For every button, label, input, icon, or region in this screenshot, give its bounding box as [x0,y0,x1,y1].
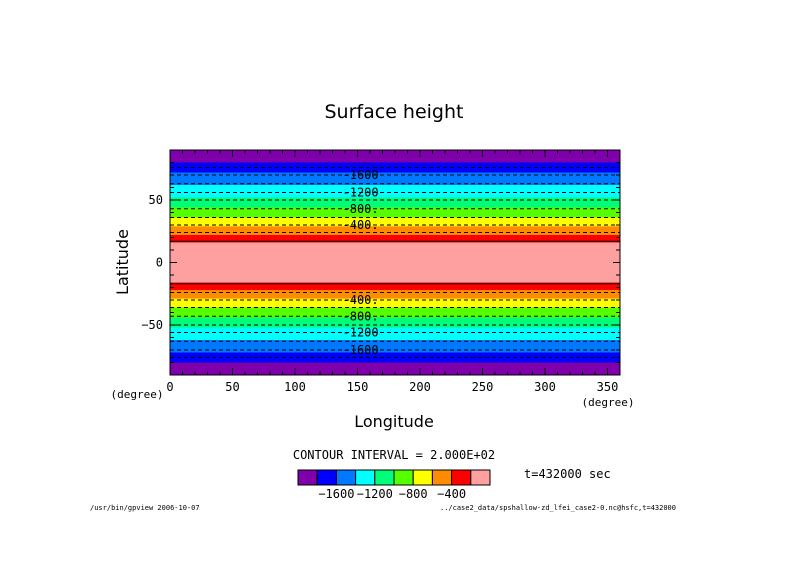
legend-swatch-2 [335,469,357,486]
x-tick-label: 50 [225,380,239,394]
contour-interval-text: CONTOUR INTERVAL = 2.000E+02 [293,448,495,462]
color-band-8 [170,235,620,243]
contour-lines [170,167,620,358]
contour-label-3: -400. [343,218,379,232]
contour-label-7: -1600 [343,343,379,357]
contour-label-4: -400. [343,293,379,307]
y-axis-label: Latitude [113,229,132,295]
legend-swatch-9 [470,469,491,486]
y-axis-unit: (degree) [111,388,164,401]
y-tick-label: 0 [156,256,163,270]
x-axis: 0 50 100 150 200 250 300 350 [166,150,621,394]
legend-swatch-1 [316,469,337,486]
contour-label-6: -1200 [343,326,379,340]
footer-left: /usr/bin/gpview 2006-10-07 [90,504,200,512]
color-band-4 [170,197,620,208]
legend-swatch-7 [431,469,453,486]
x-axis-label: Longitude [354,412,434,431]
x-tick-label: 300 [534,380,556,394]
contour-labels: -1600 -1200 -800. -400. -400. -800. -1200 -1600 [343,168,379,357]
y-tick-label: 50 [149,193,163,207]
color-band-16 [170,340,620,353]
contour-label-5: -800. [343,309,379,323]
x-axis-unit: (degree) [582,396,635,409]
x-tick-label: 150 [347,380,369,394]
x-tick-label: 250 [472,380,494,394]
legend-swatch-4 [374,469,395,486]
contour-label-0: -1600 [343,168,379,182]
color-band-7 [170,226,620,235]
plot-area [170,150,620,375]
legend-tick-label: −800 [399,487,428,501]
color-band-10 [170,282,620,290]
color-band-6 [170,217,620,227]
x-tick-label: 350 [597,380,619,394]
color-band-13 [170,307,620,318]
footer-right: ../case2_data/spshallow-zd_lfei_case2-0.… [440,504,676,512]
color-band-15 [170,327,620,340]
color-legend: −1600 −1200 −800 −400 [297,469,491,501]
x-tick-label: 200 [409,380,431,394]
x-tick-label: 0 [166,380,173,394]
legend-tick-label: −1200 [357,487,393,501]
x-tick-label: 100 [284,380,306,394]
y-axis: −50 0 50 [141,149,620,376]
color-band-11 [170,290,620,299]
color-band-2 [170,172,620,185]
contour-label-1: -1200 [343,186,379,200]
color-band-3 [170,185,620,198]
chart-title: Surface height [325,101,464,123]
legend-swatch-5 [393,469,414,486]
color-band-12 [170,298,620,308]
color-band-14 [170,317,620,328]
contour-label-2: -800. [343,202,379,216]
legend-tick-label: −1600 [318,487,354,501]
legend-swatch-0 [297,469,318,486]
legend-swatch-6 [412,469,433,486]
color-band-5 [170,207,620,218]
legend-swatch-3 [355,469,376,486]
color-band-9 [170,242,620,283]
legend-swatch-8 [451,469,472,486]
y-tick-label: −50 [141,318,163,332]
time-label: t=432000 sec [524,467,611,481]
legend-tick-label: −400 [437,487,466,501]
